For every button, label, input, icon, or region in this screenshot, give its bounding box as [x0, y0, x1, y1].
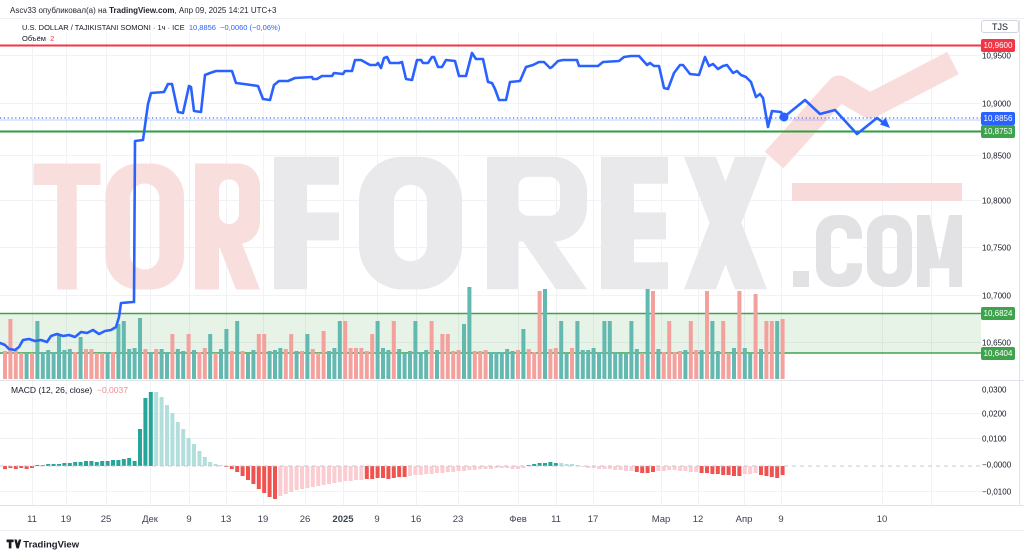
svg-text:TradingView: TradingView	[23, 539, 79, 550]
